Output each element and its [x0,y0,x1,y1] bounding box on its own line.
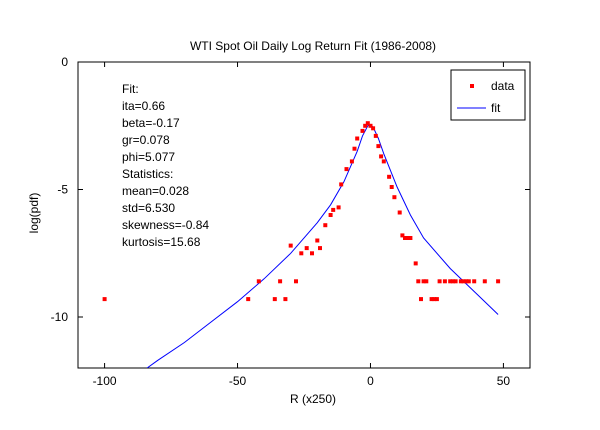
data-point [450,279,455,284]
legend-label-data: data [491,79,515,93]
data-point [336,205,341,210]
data-point [304,246,309,251]
data-point [376,144,381,149]
data-point [360,128,365,133]
data-point [352,146,357,151]
plot-frame [77,61,531,369]
data-point [331,207,336,212]
data-point [368,123,373,128]
data-point [278,279,283,284]
y-axis-label: log(pdf) [27,193,41,234]
legend: data fit [450,69,526,121]
data-point [453,279,458,284]
data-point [496,279,501,284]
data-point [403,236,407,240]
data-point [315,238,320,243]
data-point [381,159,386,164]
data-point [371,126,376,131]
annotation-line: kurtosis=15.68 [122,235,201,249]
data-point [288,243,293,248]
annotation-line: skewness=-0.84 [122,218,209,232]
data-point [419,297,423,302]
data-point [256,279,261,284]
data-point [448,279,453,284]
data-point [344,167,349,172]
data-point [349,159,354,164]
data-point [437,279,442,284]
data-point [355,136,360,141]
data-point [458,279,463,284]
x-axis-label: R (x250) [290,392,336,406]
data-point [323,223,328,228]
chart-title: WTI Spot Oil Daily Log Return Fit (1986-… [190,39,436,53]
annotation-line: Fit: [122,82,139,96]
data-point [387,174,392,179]
data-point [429,297,434,302]
data-point [405,236,410,240]
fit-line [146,123,499,368]
data-point [442,279,447,284]
data-point [421,279,426,284]
data-point [472,279,477,284]
data-point [299,251,304,256]
data-point [416,279,421,284]
x-tick-label: 50 [497,374,511,388]
y-tick-label: -5 [57,183,68,197]
data-point [432,297,437,302]
x-tick-label: -50 [229,374,247,388]
legend-label-fit: fit [491,101,501,115]
data-point [464,279,469,284]
data-point [339,182,344,187]
data-point [482,279,487,284]
annotation-line: beta=-0.17 [122,116,180,130]
data-point [379,154,384,159]
legend-box [450,69,526,121]
fit-statistics-annotation: Fit: ita=0.66 beta=-0.17 gr=0.078 phi=5.077 S… [122,82,209,249]
legend-data-marker [470,84,474,88]
y-tick-label: -10 [51,310,69,324]
data-point [373,133,378,138]
plot-area: -100 -50 0 50 0 -5 -10 [51,55,531,388]
data-point [365,121,370,126]
data-point [283,297,288,302]
annotation-line: mean=0.028 [122,184,189,198]
annotation-line: Statistics: [122,167,173,181]
annotation-line: ita=0.66 [122,99,165,113]
x-tick-label: 0 [367,374,374,388]
data-point [392,195,397,200]
data-point [294,279,298,284]
y-tick-label: 0 [61,55,68,69]
data-point [102,297,107,302]
data-point [310,251,314,256]
data-point [424,279,429,284]
data-point [434,297,439,302]
data-point [400,233,405,238]
annotation-line: gr=0.078 [122,133,170,147]
data-point [466,279,471,284]
data-point [272,297,277,302]
data-point [318,246,322,251]
data-point [413,261,418,266]
data-point [461,279,466,284]
annotation-line: phi=5.077 [122,150,175,164]
data-point [363,123,368,128]
data-point [246,297,251,302]
data-point [389,185,394,189]
data-point [397,210,402,215]
annotation-line: std=6.530 [122,201,175,215]
x-tick-label: -100 [93,374,117,388]
data-point [328,213,333,217]
data-point [408,236,413,240]
